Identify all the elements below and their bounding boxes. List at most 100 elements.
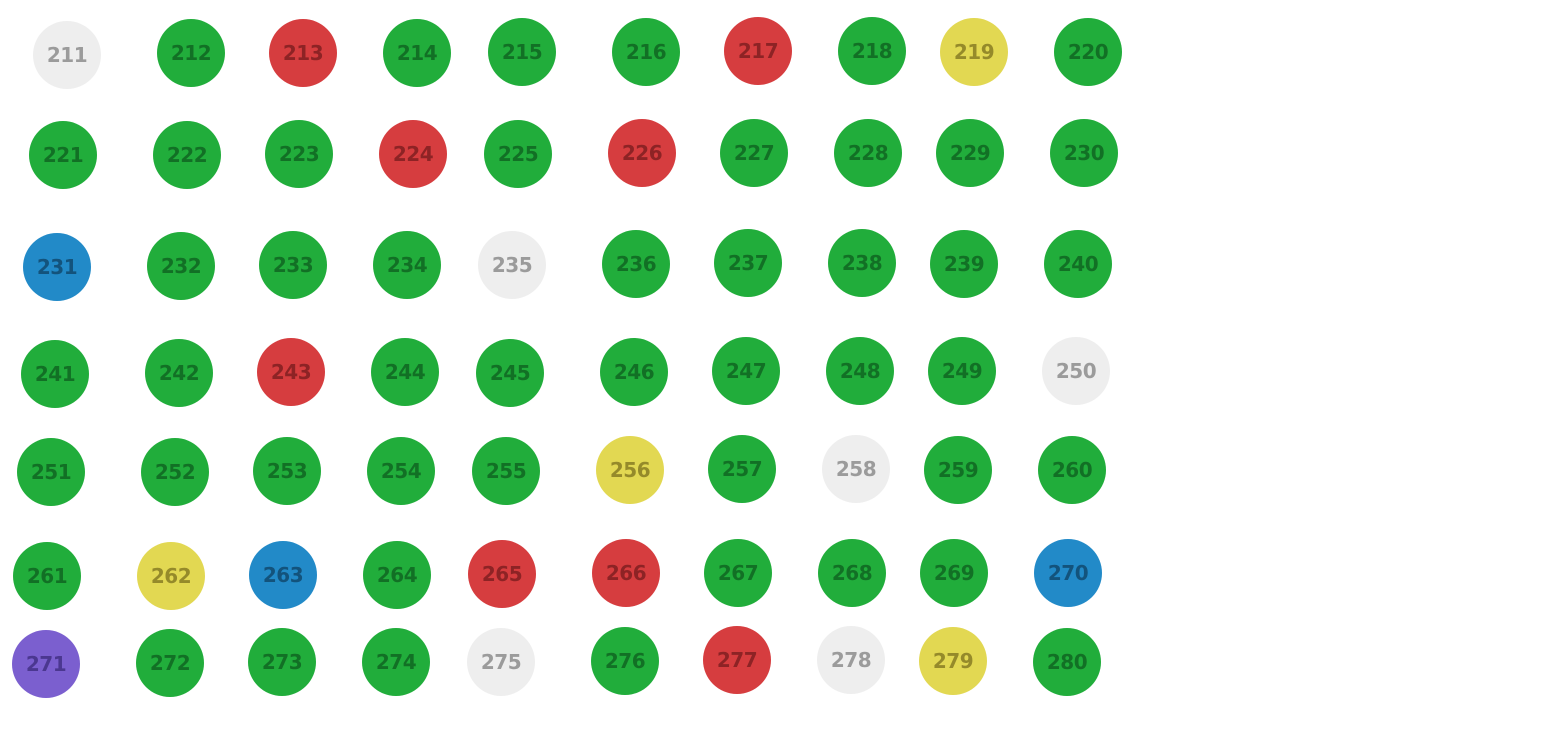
seat-232[interactable]: 232 bbox=[147, 232, 215, 300]
seat-260[interactable]: 260 bbox=[1038, 436, 1106, 504]
seat-252[interactable]: 252 bbox=[141, 438, 209, 506]
seat-266[interactable]: 266 bbox=[592, 539, 660, 607]
seat-212[interactable]: 212 bbox=[157, 19, 225, 87]
seat-242[interactable]: 242 bbox=[145, 339, 213, 407]
seat-227[interactable]: 227 bbox=[720, 119, 788, 187]
seat-number: 278 bbox=[830, 648, 872, 672]
seat-264[interactable]: 264 bbox=[363, 541, 431, 609]
seat-number: 269 bbox=[933, 561, 975, 585]
seat-268[interactable]: 268 bbox=[818, 539, 886, 607]
seat-277[interactable]: 277 bbox=[703, 626, 771, 694]
seat-233[interactable]: 233 bbox=[259, 231, 327, 299]
seat-228[interactable]: 228 bbox=[834, 119, 902, 187]
seat-263[interactable]: 263 bbox=[249, 541, 317, 609]
seat-number: 216 bbox=[625, 40, 667, 64]
seat-234[interactable]: 234 bbox=[373, 231, 441, 299]
seat-number: 224 bbox=[392, 142, 434, 166]
seat-226[interactable]: 226 bbox=[608, 119, 676, 187]
seat-number: 251 bbox=[30, 460, 72, 484]
seat-number: 229 bbox=[949, 141, 991, 165]
seat-235[interactable]: 235 bbox=[478, 231, 546, 299]
seat-276[interactable]: 276 bbox=[591, 627, 659, 695]
seat-number: 223 bbox=[278, 142, 320, 166]
seat-number: 258 bbox=[835, 457, 877, 481]
seat-238[interactable]: 238 bbox=[828, 229, 896, 297]
seat-number: 234 bbox=[386, 253, 428, 277]
seat-246[interactable]: 246 bbox=[600, 338, 668, 406]
seat-224[interactable]: 224 bbox=[379, 120, 447, 188]
seat-271[interactable]: 271 bbox=[12, 630, 80, 698]
seat-247[interactable]: 247 bbox=[712, 337, 780, 405]
seat-248[interactable]: 248 bbox=[826, 337, 894, 405]
seat-222[interactable]: 222 bbox=[153, 121, 221, 189]
seat-number: 262 bbox=[150, 564, 192, 588]
seat-240[interactable]: 240 bbox=[1044, 230, 1112, 298]
seat-272[interactable]: 272 bbox=[136, 629, 204, 697]
seat-219[interactable]: 219 bbox=[940, 18, 1008, 86]
seat-215[interactable]: 215 bbox=[488, 18, 556, 86]
seat-number: 241 bbox=[34, 362, 76, 386]
seat-number: 266 bbox=[605, 561, 647, 585]
seat-270[interactable]: 270 bbox=[1034, 539, 1102, 607]
seat-225[interactable]: 225 bbox=[484, 120, 552, 188]
seat-245[interactable]: 245 bbox=[476, 339, 544, 407]
seat-221[interactable]: 221 bbox=[29, 121, 97, 189]
seat-236[interactable]: 236 bbox=[602, 230, 670, 298]
seat-217[interactable]: 217 bbox=[724, 17, 792, 85]
seat-251[interactable]: 251 bbox=[17, 438, 85, 506]
seat-269[interactable]: 269 bbox=[920, 539, 988, 607]
seat-280[interactable]: 280 bbox=[1033, 628, 1101, 696]
seat-279[interactable]: 279 bbox=[919, 627, 987, 695]
seat-number: 231 bbox=[36, 255, 78, 279]
seat-230[interactable]: 230 bbox=[1050, 119, 1118, 187]
seat-220[interactable]: 220 bbox=[1054, 18, 1122, 86]
seat-259[interactable]: 259 bbox=[924, 436, 992, 504]
seat-number: 217 bbox=[737, 39, 779, 63]
seat-216[interactable]: 216 bbox=[612, 18, 680, 86]
seat-257[interactable]: 257 bbox=[708, 435, 776, 503]
seat-239[interactable]: 239 bbox=[930, 230, 998, 298]
seat-number: 226 bbox=[621, 141, 663, 165]
seat-218[interactable]: 218 bbox=[838, 17, 906, 85]
seat-229[interactable]: 229 bbox=[936, 119, 1004, 187]
seat-number: 245 bbox=[489, 361, 531, 385]
seat-273[interactable]: 273 bbox=[248, 628, 316, 696]
seat-258[interactable]: 258 bbox=[822, 435, 890, 503]
seat-number: 268 bbox=[831, 561, 873, 585]
seat-213[interactable]: 213 bbox=[269, 19, 337, 87]
seat-243[interactable]: 243 bbox=[257, 338, 325, 406]
seat-261[interactable]: 261 bbox=[13, 542, 81, 610]
seat-237[interactable]: 237 bbox=[714, 229, 782, 297]
seat-number: 228 bbox=[847, 141, 889, 165]
seat-265[interactable]: 265 bbox=[468, 540, 536, 608]
seat-275[interactable]: 275 bbox=[467, 628, 535, 696]
seat-number: 257 bbox=[721, 457, 763, 481]
seat-number: 277 bbox=[716, 648, 758, 672]
seat-255[interactable]: 255 bbox=[472, 437, 540, 505]
seat-274[interactable]: 274 bbox=[362, 628, 430, 696]
seat-number: 238 bbox=[841, 251, 883, 275]
seat-number: 256 bbox=[609, 458, 651, 482]
seat-241[interactable]: 241 bbox=[21, 340, 89, 408]
seat-250[interactable]: 250 bbox=[1042, 337, 1110, 405]
seat-number: 212 bbox=[170, 41, 212, 65]
seat-249[interactable]: 249 bbox=[928, 337, 996, 405]
seat-number: 230 bbox=[1063, 141, 1105, 165]
seat-231[interactable]: 231 bbox=[23, 233, 91, 301]
seat-211[interactable]: 211 bbox=[33, 21, 101, 89]
seat-278[interactable]: 278 bbox=[817, 626, 885, 694]
seat-214[interactable]: 214 bbox=[383, 19, 451, 87]
seat-number: 272 bbox=[149, 651, 191, 675]
seat-262[interactable]: 262 bbox=[137, 542, 205, 610]
seat-244[interactable]: 244 bbox=[371, 338, 439, 406]
seat-number: 211 bbox=[46, 43, 88, 67]
seat-254[interactable]: 254 bbox=[367, 437, 435, 505]
seat-number: 248 bbox=[839, 359, 881, 383]
seat-number: 253 bbox=[266, 459, 308, 483]
seat-267[interactable]: 267 bbox=[704, 539, 772, 607]
seat-223[interactable]: 223 bbox=[265, 120, 333, 188]
seat-256[interactable]: 256 bbox=[596, 436, 664, 504]
seat-253[interactable]: 253 bbox=[253, 437, 321, 505]
seat-number: 233 bbox=[272, 253, 314, 277]
seat-number: 240 bbox=[1057, 252, 1099, 276]
